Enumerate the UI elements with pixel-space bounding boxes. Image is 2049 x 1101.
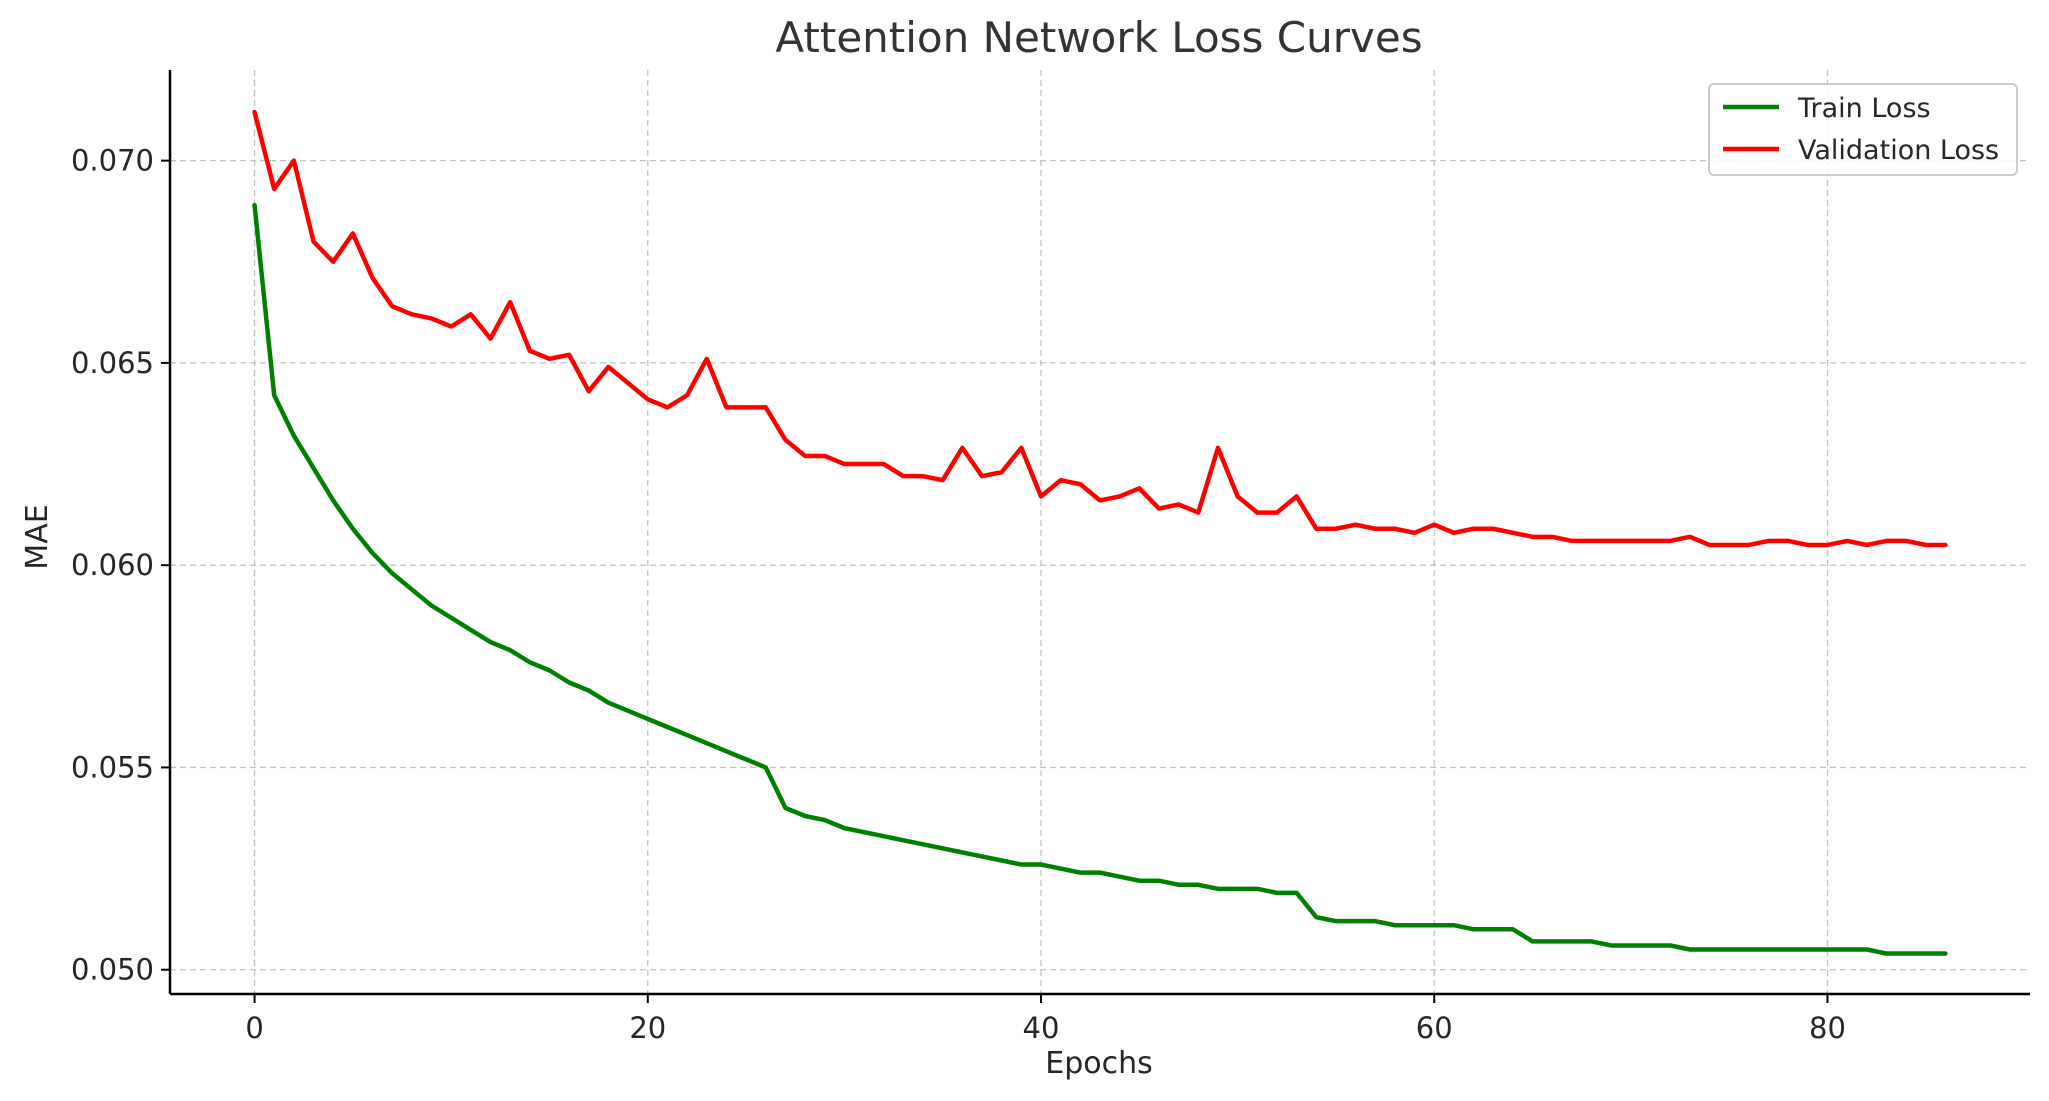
y-tick-label: 0.050 (71, 953, 154, 987)
legend-label-validation-loss: Validation Loss (1798, 135, 1999, 166)
series-line-validation-loss (252, 109, 1948, 548)
series-lines (252, 109, 1948, 956)
y-tick-label: 0.055 (71, 750, 154, 784)
y-tick-label: 0.070 (71, 144, 154, 178)
y-axis-label: MAE (20, 504, 55, 569)
chart-title: Attention Network Loss Curves (775, 13, 1422, 62)
x-tick-label: 0 (245, 1011, 263, 1045)
x-axis-label: Epochs (1045, 1046, 1153, 1081)
x-tick-label: 80 (1809, 1011, 1846, 1045)
legend-label-train-loss: Train Loss (1797, 93, 1931, 124)
legend: Train Loss Validation Loss (1708, 83, 2018, 176)
y-tick-label: 0.060 (71, 548, 154, 582)
x-tick-label: 20 (629, 1011, 666, 1045)
x-tick-label: 60 (1416, 1011, 1453, 1045)
axis-ticks: 0 20 40 60 80 0.050 0.055 0.060 0.065 0.070 (71, 144, 1846, 1045)
y-tick-label: 0.065 (71, 346, 154, 380)
x-tick-label: 40 (1023, 1011, 1060, 1045)
series-line-train-loss (252, 202, 1948, 956)
legend-frame (1708, 83, 2018, 176)
